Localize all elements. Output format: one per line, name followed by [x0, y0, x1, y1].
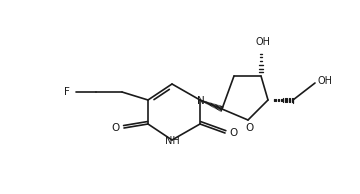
Text: NH: NH	[165, 136, 179, 146]
Text: O: O	[246, 123, 254, 133]
Text: OH: OH	[318, 76, 333, 86]
Text: OH: OH	[256, 37, 270, 47]
Text: F: F	[64, 87, 70, 97]
Text: O: O	[112, 123, 120, 133]
Text: N: N	[197, 96, 205, 106]
Text: O: O	[230, 128, 238, 138]
